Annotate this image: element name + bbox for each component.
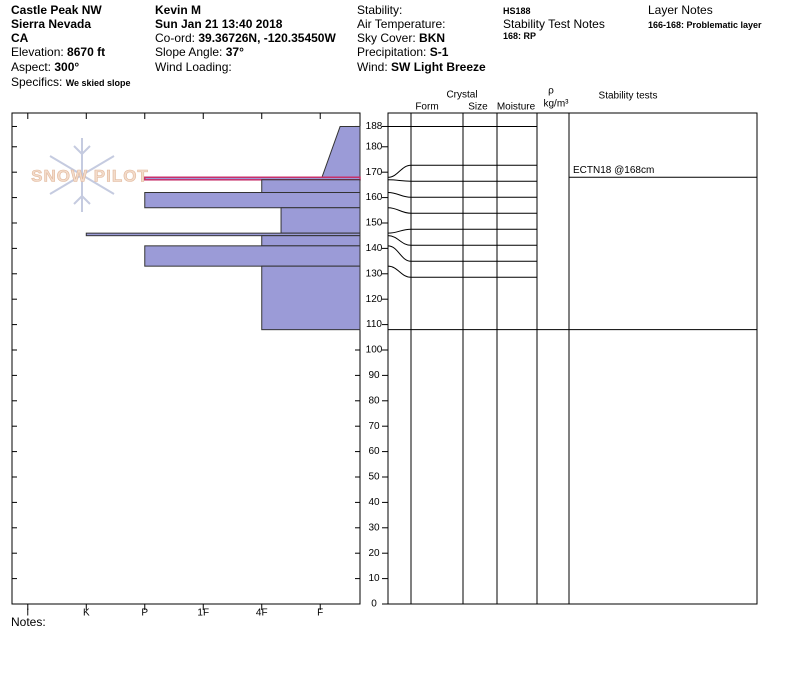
- value: S-1: [429, 45, 449, 59]
- label: Precipitation:: [357, 45, 427, 59]
- label: Sky Cover:: [357, 31, 416, 45]
- elevation: Elevation: 8670 ft: [11, 45, 105, 59]
- label: Slope Angle:: [155, 45, 223, 59]
- snowflake: [49, 138, 115, 212]
- y-tick-label: 60: [368, 446, 380, 457]
- range: Sierra Nevada: [11, 17, 92, 31]
- label: Specifics:: [11, 75, 63, 89]
- layer-connector: [387, 228, 412, 234]
- col-header: Crystal: [446, 90, 477, 101]
- col-header: Size: [468, 102, 488, 113]
- layer: [144, 245, 361, 267]
- y-tick-label: 40: [368, 497, 380, 508]
- sky-cover: Sky Cover: BKN: [357, 31, 445, 45]
- x-tick-label: P: [141, 608, 148, 619]
- value: 39.36726N, -120.35450W: [198, 31, 336, 45]
- y-tick-label: 80: [368, 395, 380, 406]
- layer-notes-title: Layer Notes: [648, 3, 713, 17]
- date: Sun Jan 21 13:40 2018: [155, 17, 283, 31]
- air-temp: Air Temperature:: [357, 17, 446, 31]
- y-tick-label: 50: [368, 472, 380, 483]
- y-tick-label: 120: [366, 294, 383, 305]
- value: We skied slope: [65, 78, 131, 88]
- value: SW Light Breeze: [391, 60, 486, 74]
- x-tick-label: F: [317, 608, 323, 619]
- stability-notes-title: Stability Test Notes: [503, 17, 605, 31]
- y-tick-label: 180: [366, 141, 383, 152]
- slope-angle: Slope Angle: 37°: [155, 45, 244, 59]
- label: Wind:: [357, 60, 388, 74]
- value: 37°: [225, 45, 244, 59]
- slope-name: Castle Peak NW: [11, 3, 102, 17]
- layer-connector: [387, 235, 412, 246]
- aspect: Aspect: 300°: [11, 60, 79, 74]
- specifics: Specifics: We skied slope: [11, 75, 131, 90]
- column-lines: [410, 113, 570, 604]
- col-header: Moisture: [497, 102, 536, 113]
- layer: [261, 265, 361, 331]
- layer-connector: [387, 192, 412, 198]
- value: BKN: [419, 31, 446, 45]
- y-tick-label: 90: [368, 370, 380, 381]
- x-tick-label: K: [83, 608, 90, 619]
- y-tick-label: 188: [366, 121, 383, 132]
- wind: Wind: SW Light Breeze: [357, 60, 486, 74]
- notes-label: Notes:: [11, 615, 46, 629]
- layer-connector: [387, 207, 412, 214]
- layer: [144, 176, 361, 181]
- value: 300°: [54, 60, 80, 74]
- col-header: kg/m³: [544, 99, 570, 110]
- stability-test-label: ECTN18 @168cm: [573, 165, 654, 176]
- layer-connector: [387, 164, 412, 178]
- y-tick-label: 150: [366, 218, 383, 229]
- y-tick-label: 130: [366, 268, 383, 279]
- y-tick-label: 140: [366, 243, 383, 254]
- y-tick-label: 110: [366, 319, 382, 330]
- watermark: SNOW PILOT: [31, 166, 149, 185]
- layer: [144, 192, 361, 209]
- label: Aspect:: [11, 60, 52, 74]
- layer: [321, 125, 361, 178]
- y-tick-label: 20: [368, 548, 380, 559]
- layer-connector: [387, 265, 412, 278]
- col-header: ρ: [548, 86, 554, 97]
- col-header: Stability tests: [599, 91, 658, 102]
- wind-loading: Wind Loading:: [155, 60, 232, 74]
- y-tick-label: 100: [366, 345, 383, 356]
- x-tick-label: I: [26, 608, 29, 619]
- stability-note: 168: RP: [503, 31, 537, 41]
- layer: [261, 235, 361, 247]
- hs: HS188: [503, 6, 531, 16]
- y-tick-label: 10: [368, 573, 380, 584]
- stability: Stability:: [357, 3, 403, 17]
- hardness-frame: [11, 112, 361, 605]
- layer-note: 166-168: Problematic layer: [648, 20, 762, 30]
- precipitation: Precipitation: S-1: [357, 45, 448, 59]
- y-tick-label: 30: [368, 522, 380, 533]
- label: Elevation:: [11, 45, 64, 59]
- y-tick-label: 170: [366, 167, 383, 178]
- y-tick-label: 70: [368, 421, 380, 432]
- layer-connector: [387, 245, 412, 262]
- layer: [85, 232, 361, 237]
- col-header: Form: [415, 102, 438, 113]
- layer: [261, 179, 361, 194]
- state: CA: [11, 31, 29, 45]
- layer: [280, 207, 361, 234]
- label: Co-ord:: [155, 31, 196, 45]
- coord: Co-ord: 39.36726N, -120.35450W: [155, 31, 336, 45]
- value: 8670 ft: [67, 45, 106, 59]
- strat-frame: [387, 112, 758, 605]
- x-tick-label: 1F: [197, 608, 209, 619]
- layer-connector: [387, 179, 412, 182]
- y-tick-label: 160: [366, 192, 383, 203]
- x-tick-label: 4F: [256, 608, 268, 619]
- observer: Kevin M: [155, 3, 202, 17]
- y-tick-label: 0: [371, 599, 377, 610]
